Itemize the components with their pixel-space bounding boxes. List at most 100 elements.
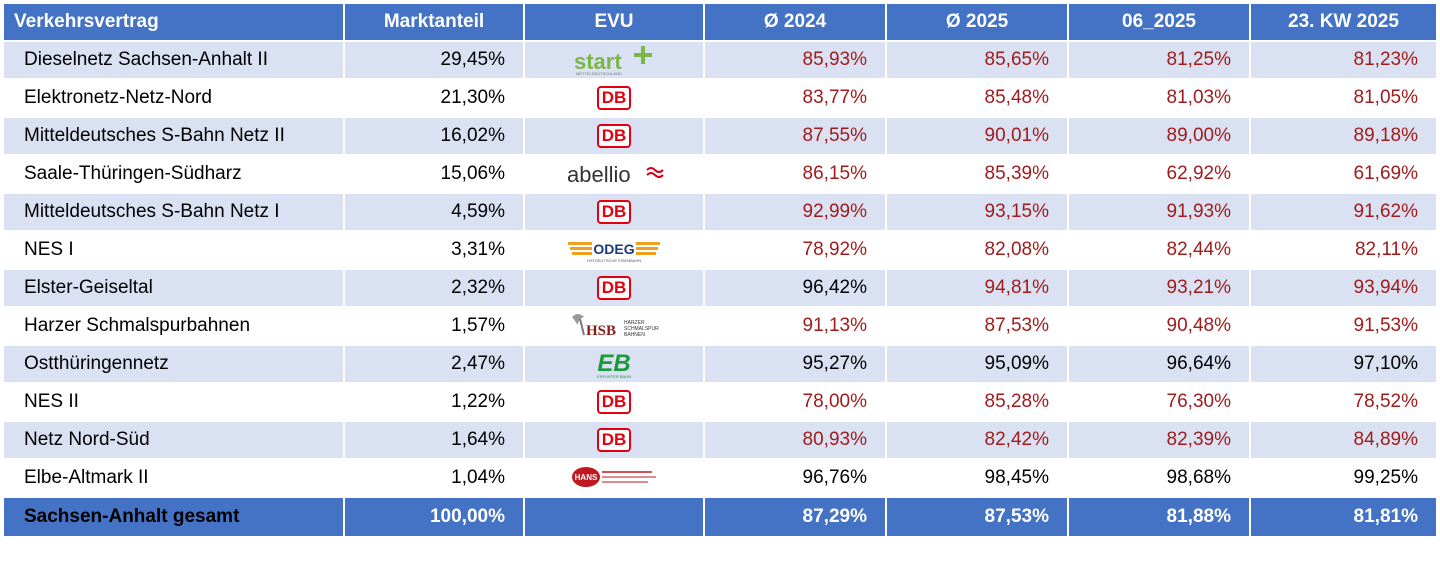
availability-table: Verkehrsvertrag Marktanteil EVU Ø 2024 Ø… — [4, 4, 1436, 536]
header-evu: EVU — [525, 4, 705, 42]
value-avg-2024: 91,13% — [705, 308, 887, 346]
market-share: 1,22% — [345, 384, 525, 422]
value-avg-2025: 85,28% — [887, 384, 1069, 422]
value-avg-2025: 87,53% — [887, 308, 1069, 346]
value-month-06: 62,92% — [1069, 156, 1251, 194]
db-logo-icon: DB — [597, 200, 631, 224]
db-logo-icon: DB — [597, 124, 631, 148]
header-avg-2025: Ø 2025 — [887, 4, 1069, 42]
value-avg-2025: 85,48% — [887, 80, 1069, 118]
table-row: Harzer Schmalspurbahnen 1,57% HSB HARZER SCH… — [4, 308, 1436, 346]
value-avg-2024: 85,93% — [705, 42, 887, 80]
value-month-06: 91,93% — [1069, 194, 1251, 232]
value-avg-2024: 92,99% — [705, 194, 887, 232]
market-share: 1,64% — [345, 422, 525, 460]
value-avg-2024: 78,92% — [705, 232, 887, 270]
contract-name: Netz Nord-Süd — [4, 422, 345, 460]
market-share: 1,04% — [345, 460, 525, 498]
value-avg-2024: 86,15% — [705, 156, 887, 194]
db-logo-icon: DB — [597, 428, 631, 452]
header-avg-2024: Ø 2024 — [705, 4, 887, 42]
value-avg-2024: 96,76% — [705, 460, 887, 498]
svg-text:EB: EB — [597, 350, 630, 377]
value-week-23: 91,62% — [1251, 194, 1436, 232]
value-avg-2024: 83,77% — [705, 80, 887, 118]
total-row: Sachsen-Anhalt gesamt 100,00% 87,29% 87,… — [4, 498, 1436, 536]
header-share: Marktanteil — [345, 4, 525, 42]
value-month-06: 81,25% — [1069, 42, 1251, 80]
value-avg-2025: 85,65% — [887, 42, 1069, 80]
value-avg-2025: 98,45% — [887, 460, 1069, 498]
db-logo-icon: DB — [597, 276, 631, 300]
market-share: 29,45% — [345, 42, 525, 80]
value-avg-2025: 85,39% — [887, 156, 1069, 194]
table-row: Saale-Thüringen-Südharz 15,06% abellio 86,1… — [4, 156, 1436, 194]
svg-text:OSTDEUTSCHE EISENBAHN: OSTDEUTSCHE EISENBAHN — [587, 258, 642, 263]
db-logo-icon: DB — [597, 390, 631, 414]
market-share: 2,47% — [345, 346, 525, 384]
value-month-06: 81,03% — [1069, 80, 1251, 118]
table-row: NES I 3,31% ODEG OSTDEUTSCHE EISENBAHN 78,92… — [4, 232, 1436, 270]
total-avg-2024: 87,29% — [705, 498, 887, 536]
svg-text:HSB: HSB — [586, 323, 616, 339]
abellio-logo-icon: abellio — [567, 162, 664, 187]
table-row: Netz Nord-Süd 1,64% DB 80,93% 82,42% 82,39% 84… — [4, 422, 1436, 460]
value-week-23: 84,89% — [1251, 422, 1436, 460]
evu-cell: DB — [525, 270, 705, 308]
evu-cell: abellio — [525, 156, 705, 194]
svg-text:METTELDEUTSCHLAND: METTELDEUTSCHLAND — [576, 71, 622, 76]
svg-text:ODEG: ODEG — [593, 241, 634, 257]
value-avg-2024: 78,00% — [705, 384, 887, 422]
value-week-23: 89,18% — [1251, 118, 1436, 156]
evu-cell: HANS — [525, 460, 705, 498]
value-week-23: 81,05% — [1251, 80, 1436, 118]
table-row: Elektronetz-Netz-Nord 21,30% DB 83,77% 85,48… — [4, 80, 1436, 118]
total-month-06: 81,88% — [1069, 498, 1251, 536]
value-week-23: 82,11% — [1251, 232, 1436, 270]
value-avg-2025: 95,09% — [887, 346, 1069, 384]
total-evu — [525, 498, 705, 536]
value-month-06: 98,68% — [1069, 460, 1251, 498]
contract-name: Elektronetz-Netz-Nord — [4, 80, 345, 118]
hans-logo-icon: HANS — [572, 467, 656, 487]
table-row: NES II 1,22% DB 78,00% 85,28% 76,30% 78,52% — [4, 384, 1436, 422]
svg-text:abellio: abellio — [567, 162, 631, 187]
svg-text:ERFURTER BAHN: ERFURTER BAHN — [597, 374, 631, 379]
evu-cell: DB — [525, 118, 705, 156]
value-avg-2024: 96,42% — [705, 270, 887, 308]
contract-name: Mitteldeutsches S-Bahn Netz I — [4, 194, 345, 232]
contract-name: Saale-Thüringen-Südharz — [4, 156, 345, 194]
evu-cell: start METTELDEUTSCHLAND — [525, 42, 705, 80]
header-week-23: 23. KW 2025 — [1251, 4, 1436, 42]
evu-cell: DB — [525, 384, 705, 422]
value-month-06: 90,48% — [1069, 308, 1251, 346]
value-week-23: 97,10% — [1251, 346, 1436, 384]
db-logo-icon: DB — [597, 86, 631, 110]
contract-name: Elster-Geiseltal — [4, 270, 345, 308]
total-week-23: 81,81% — [1251, 498, 1436, 536]
svg-text:HARZER: HARZER — [624, 320, 645, 326]
header-row: Verkehrsvertrag Marktanteil EVU Ø 2024 Ø… — [4, 4, 1436, 42]
value-avg-2024: 95,27% — [705, 346, 887, 384]
value-month-06: 76,30% — [1069, 384, 1251, 422]
value-week-23: 93,94% — [1251, 270, 1436, 308]
value-week-23: 81,23% — [1251, 42, 1436, 80]
evu-cell: EB ERFURTER BAHN — [525, 346, 705, 384]
value-avg-2025: 93,15% — [887, 194, 1069, 232]
value-week-23: 78,52% — [1251, 384, 1436, 422]
evu-cell: DB — [525, 194, 705, 232]
value-avg-2025: 82,08% — [887, 232, 1069, 270]
value-avg-2024: 80,93% — [705, 422, 887, 460]
header-month-06: 06_2025 — [1069, 4, 1251, 42]
svg-text:start: start — [574, 49, 622, 74]
contract-name: Ostthüringennetz — [4, 346, 345, 384]
total-share: 100,00% — [345, 498, 525, 536]
market-share: 3,31% — [345, 232, 525, 270]
value-month-06: 82,39% — [1069, 422, 1251, 460]
value-month-06: 82,44% — [1069, 232, 1251, 270]
value-avg-2025: 94,81% — [887, 270, 1069, 308]
value-week-23: 99,25% — [1251, 460, 1436, 498]
